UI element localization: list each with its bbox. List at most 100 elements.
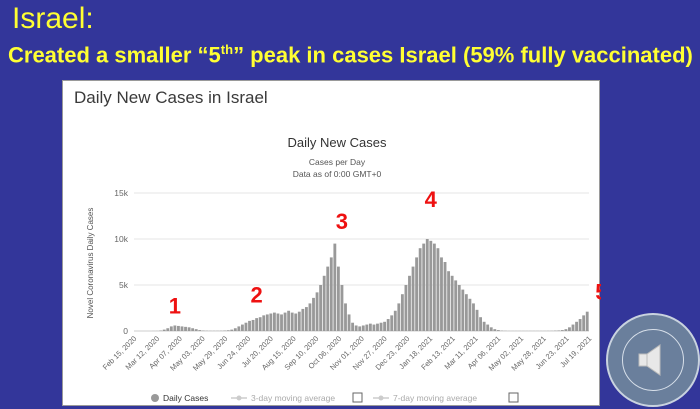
bar-82 bbox=[425, 239, 429, 331]
y-ticks: 0 5k 10k 15k bbox=[114, 188, 128, 336]
bar-12 bbox=[177, 325, 180, 331]
chart-card: Daily New Cases in Israel Daily New Case… bbox=[62, 80, 601, 406]
bar-97 bbox=[479, 317, 482, 331]
bar-64 bbox=[361, 325, 365, 331]
bar-62 bbox=[354, 325, 358, 331]
bar-63 bbox=[358, 326, 362, 331]
slide-title: Israel: bbox=[12, 2, 94, 35]
peak-label-3: 3 bbox=[336, 209, 348, 234]
bar-95 bbox=[472, 303, 475, 331]
bar-86 bbox=[440, 257, 443, 331]
bar-76 bbox=[404, 285, 408, 331]
legend-7day-label: 7-day moving average bbox=[393, 393, 477, 403]
bar-122 bbox=[568, 327, 571, 331]
speaker-icon[interactable] bbox=[638, 342, 668, 378]
chart-subtitle-2: Data as of 0:00 GMT+0 bbox=[293, 169, 382, 179]
bar-102 bbox=[496, 330, 500, 331]
bar-75 bbox=[400, 294, 404, 331]
bar-13 bbox=[180, 326, 184, 331]
bar-65 bbox=[365, 324, 369, 331]
bar-39 bbox=[272, 312, 276, 331]
bar-57 bbox=[336, 266, 340, 331]
bar-11 bbox=[173, 325, 177, 331]
bar-15 bbox=[187, 327, 191, 331]
bar-49 bbox=[308, 303, 312, 331]
bar-28 bbox=[233, 328, 237, 331]
y-tick-label-1: 5k bbox=[119, 280, 129, 290]
subtitle-post: ” peak in cases Israel (59% fully vaccin… bbox=[233, 42, 693, 68]
bar-77 bbox=[408, 275, 411, 331]
bar-45 bbox=[294, 313, 298, 331]
subtitle-sup: th bbox=[220, 42, 234, 57]
bar-121 bbox=[564, 329, 568, 331]
bar-71 bbox=[386, 319, 390, 331]
bar-66 bbox=[368, 323, 372, 331]
bar-26 bbox=[226, 330, 230, 331]
bar-81 bbox=[422, 243, 426, 331]
chart-subtitle-1: Cases per Day bbox=[309, 157, 366, 167]
legend-3day-checkbox bbox=[352, 392, 363, 403]
slide-subtitle: Created a smaller “5th” peak in cases Is… bbox=[8, 42, 693, 68]
subtitle-pre: Created a smaller “5 bbox=[8, 42, 221, 68]
bar-53 bbox=[322, 275, 326, 331]
legend-7day-checkbox bbox=[508, 392, 519, 403]
bar-120 bbox=[560, 330, 564, 331]
bar-43 bbox=[287, 310, 291, 331]
daily-cases-chart: Daily New Cases Cases per Day Data as of… bbox=[86, 135, 601, 403]
bar-47 bbox=[301, 308, 305, 331]
bar-16 bbox=[191, 328, 195, 331]
y-axis-label: Novel Coronavirus Daily Cases bbox=[86, 208, 95, 319]
bar-35 bbox=[258, 317, 262, 331]
card-title: Daily New Cases in Israel bbox=[74, 88, 268, 107]
bar-46 bbox=[297, 311, 301, 331]
bar-58 bbox=[340, 285, 344, 331]
gridlines bbox=[134, 192, 589, 332]
bar-68 bbox=[376, 323, 379, 331]
bar-37 bbox=[265, 314, 269, 331]
bar-126 bbox=[582, 315, 586, 331]
bar-94 bbox=[468, 298, 472, 331]
bar-59 bbox=[344, 303, 347, 331]
bar-30 bbox=[241, 324, 244, 331]
bar-73 bbox=[393, 310, 397, 331]
bar-99 bbox=[486, 324, 490, 331]
bars bbox=[152, 239, 589, 331]
bar-100 bbox=[489, 327, 493, 331]
bar-124 bbox=[575, 321, 578, 331]
bar-18 bbox=[198, 330, 202, 331]
seal-inner-ring bbox=[622, 329, 684, 391]
bar-9 bbox=[166, 328, 170, 331]
bar-34 bbox=[255, 318, 259, 331]
peak-label-1: 1 bbox=[169, 294, 181, 319]
peak-annotations: 1 2 3 4 5 bbox=[169, 187, 601, 319]
bar-92 bbox=[461, 289, 465, 331]
bar-17 bbox=[194, 329, 198, 331]
legend: Daily Cases 3-day moving average 7-day mov… bbox=[151, 392, 519, 403]
bar-52 bbox=[319, 285, 323, 331]
bar-119 bbox=[557, 330, 561, 331]
bar-67 bbox=[372, 324, 376, 331]
bar-89 bbox=[450, 275, 454, 331]
bar-14 bbox=[184, 326, 187, 331]
bar-69 bbox=[379, 322, 383, 331]
legend-daily-cases-label: Daily Cases bbox=[163, 393, 208, 403]
bar-51 bbox=[315, 292, 319, 331]
y-tick-label-0: 0 bbox=[123, 326, 128, 336]
bar-41 bbox=[280, 314, 283, 331]
legend-7day-marker bbox=[378, 395, 384, 401]
bar-33 bbox=[251, 319, 255, 331]
bar-74 bbox=[397, 303, 401, 331]
bar-32 bbox=[248, 320, 251, 331]
bar-54 bbox=[326, 266, 330, 331]
bar-55 bbox=[329, 257, 333, 331]
bar-83 bbox=[429, 240, 433, 331]
bar-44 bbox=[290, 312, 294, 331]
bar-42 bbox=[283, 312, 287, 331]
bar-8 bbox=[162, 329, 166, 331]
legend-daily-cases-marker bbox=[151, 394, 159, 402]
bar-85 bbox=[436, 248, 440, 331]
bar-50 bbox=[312, 297, 315, 331]
bar-88 bbox=[447, 271, 451, 331]
bar-96 bbox=[475, 309, 479, 331]
